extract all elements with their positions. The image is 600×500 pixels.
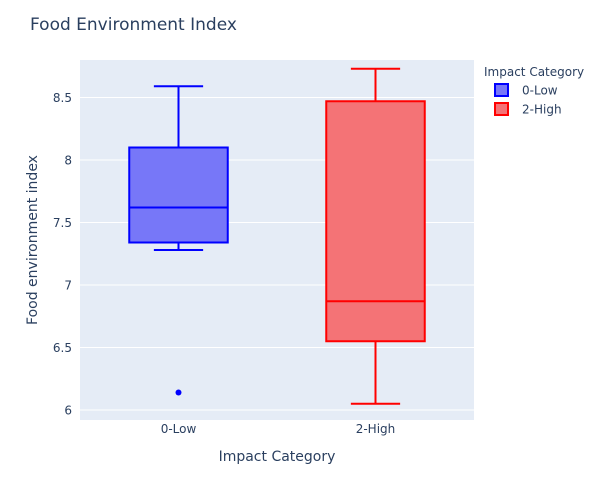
box-2-High[interactable] bbox=[325, 67, 426, 405]
box-series bbox=[128, 67, 426, 405]
legend-label: 2-High bbox=[522, 103, 562, 117]
legend[interactable]: 0-Low 2-High bbox=[494, 83, 562, 117]
y-tick-labels: 6 6.5 7 7.5 8 8.5 bbox=[53, 91, 72, 418]
legend-item-0-Low[interactable]: 0-Low bbox=[494, 83, 558, 98]
x-tick-label: 2-High bbox=[356, 422, 396, 436]
y-axis-title: Food environment index bbox=[25, 155, 41, 325]
y-tick-label: 8 bbox=[64, 154, 72, 168]
iqr-box bbox=[325, 100, 426, 343]
legend-swatch bbox=[494, 102, 509, 116]
iqr-box bbox=[128, 146, 229, 244]
y-tick-label: 6 bbox=[64, 404, 72, 418]
legend-title: Impact Category bbox=[484, 65, 584, 79]
y-tick-label: 8.5 bbox=[53, 91, 72, 105]
y-tick-label: 7 bbox=[64, 279, 72, 293]
y-tick-label: 7.5 bbox=[53, 216, 72, 230]
y-tick-label: 6.5 bbox=[53, 341, 72, 355]
x-axis-title: Impact Category bbox=[219, 449, 336, 465]
legend-label: 0-Low bbox=[522, 84, 558, 98]
legend-item-2-High[interactable]: 2-High bbox=[494, 102, 562, 117]
legend-swatch bbox=[494, 83, 509, 97]
outlier-point bbox=[175, 389, 182, 396]
x-tick-label: 0-Low bbox=[161, 422, 197, 436]
box-0-Low[interactable] bbox=[128, 85, 229, 396]
chart-title: Food Environment Index bbox=[30, 15, 237, 35]
x-tick-labels: 0-Low 2-High bbox=[161, 422, 396, 436]
